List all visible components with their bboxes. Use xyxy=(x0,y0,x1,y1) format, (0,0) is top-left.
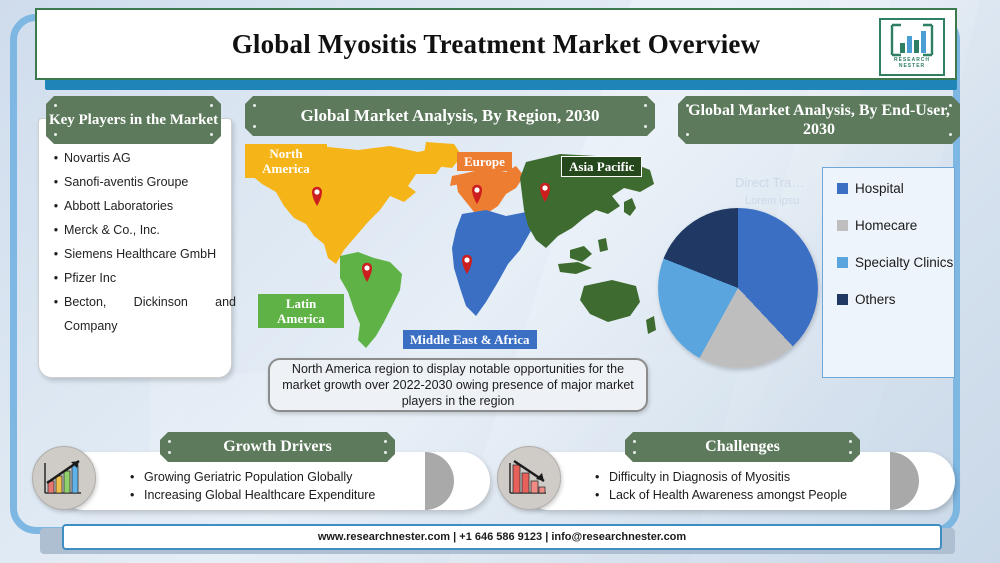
list-item: • Sanofi-aventis Groupe xyxy=(48,170,236,194)
region-asia-pacific-indonesia xyxy=(558,262,592,274)
region-asia-pacific-nz xyxy=(646,316,656,334)
bullet-icon: • xyxy=(53,223,59,237)
challenges-banner: Challenges xyxy=(625,432,860,462)
challenges-section: Challenges • Difficulty in Diagnosis of M… xyxy=(485,440,955,510)
challenges-banner-label: Challenges xyxy=(705,438,780,455)
bullet-icon: • xyxy=(53,199,59,213)
list-item: • Increasing Global Healthcare Expenditur… xyxy=(130,488,376,502)
legend-item: Homecare xyxy=(837,217,954,234)
footer-bar: www.researchnester.com | +1 646 586 9123… xyxy=(62,524,942,550)
bullet-icon: • xyxy=(130,488,135,502)
list-item: • Lack of Health Awareness amongst People xyxy=(595,488,848,502)
legend-item: Others xyxy=(837,291,954,308)
challenges-list: • Difficulty in Diagnosis of Myositis • La… xyxy=(595,468,915,504)
bullet-icon: • xyxy=(53,175,59,189)
bullet-icon: • xyxy=(595,488,600,502)
legend-label: Others xyxy=(855,292,896,307)
key-players-panel xyxy=(38,118,232,378)
region-europe-uk xyxy=(450,174,462,186)
end-user-banner-label: Global Market Analysis, By End-User, 203… xyxy=(688,102,950,138)
footer-contact-text: www.researchnester.com | +1 646 586 9123… xyxy=(317,531,687,543)
logo-icon xyxy=(890,23,934,57)
region-middle-east-africa xyxy=(452,210,536,316)
background-watermark-text: Direct Tra… xyxy=(735,175,805,190)
list-item: • Becton, Dickinson and Company xyxy=(48,290,236,338)
list-item: • Siemens Healthcare GmbH xyxy=(48,242,236,266)
region-label-asia-pacific: Asia Pacific xyxy=(561,156,643,177)
region-asia-pacific xyxy=(520,154,654,248)
region-north-america-greenland xyxy=(424,142,462,168)
title-shadow-bar xyxy=(45,78,957,90)
map-callout: North America region to display notable … xyxy=(268,358,648,412)
legend-swatch-specialty-clinics xyxy=(837,257,848,268)
research-nester-logo: RESEARCH NESTER xyxy=(879,18,945,76)
pie-legend: Hospital Homecare Specialty Clinics Othe… xyxy=(822,167,955,378)
background-watermark-text: Lorem ipsu xyxy=(745,195,800,207)
map-pin-asia-pacific xyxy=(540,182,550,202)
legend-label: Hospital xyxy=(855,181,904,196)
list-item: • Difficulty in Diagnosis of Myositis xyxy=(595,470,791,484)
region-asia-pacific-sea xyxy=(570,246,592,262)
bullet-icon: • xyxy=(53,271,59,285)
legend-swatch-hospital xyxy=(837,183,848,194)
list-item: • Growing Geriatric Population Globally xyxy=(130,470,353,484)
region-asia-pacific-philippines xyxy=(598,238,608,252)
map-pin-latin-america xyxy=(362,262,372,282)
descending-bar-chart-icon xyxy=(497,446,561,510)
logo-caption-line2: NESTER xyxy=(898,63,926,69)
logo-caption-line1: RESEARCH xyxy=(893,57,931,63)
bullet-icon: • xyxy=(595,470,600,484)
list-item: • Abbott Laboratories xyxy=(48,194,236,218)
bullet-icon: • xyxy=(130,470,135,484)
page-title-box: Global Myositis Treatment Market Overvie… xyxy=(35,8,957,80)
end-user-banner: Global Market Analysis, By End-User, 203… xyxy=(678,96,960,144)
growth-drivers-banner-label: Growth Drivers xyxy=(223,438,332,455)
legend-label: Homecare xyxy=(855,218,918,233)
legend-swatch-homecare xyxy=(837,220,848,231)
key-players-banner: Key Players in the Market xyxy=(46,96,221,144)
growth-drivers-list: • Growing Geriatric Population Globally •… xyxy=(130,468,440,504)
page-title: Global Myositis Treatment Market Overvie… xyxy=(231,28,761,59)
map-banner: Global Market Analysis, By Region, 2030 xyxy=(245,96,655,136)
region-label-europe: Europe xyxy=(457,152,512,171)
bullet-icon: • xyxy=(53,247,59,261)
region-asia-pacific-japan xyxy=(624,198,636,216)
region-label-middle-east-africa: Middle East & Africa xyxy=(403,330,537,349)
list-item: • Merck & Co., Inc. xyxy=(48,218,236,242)
region-label-north-america: North America xyxy=(245,144,327,178)
bullet-icon: • xyxy=(53,295,59,309)
legend-item: Specialty Clinics xyxy=(837,254,954,271)
map-pin-europe xyxy=(472,184,482,204)
region-label-latin-america: Latin America xyxy=(258,294,344,328)
world-map-svg xyxy=(248,142,656,348)
map-banner-label: Global Market Analysis, By Region, 2030 xyxy=(300,106,600,125)
growth-drivers-banner: Growth Drivers xyxy=(160,432,395,462)
world-map xyxy=(240,140,660,355)
legend-item: Hospital xyxy=(837,180,954,197)
region-europe xyxy=(456,166,524,214)
logo-bar-graphic xyxy=(889,23,935,57)
region-asia-pacific-australia xyxy=(580,280,640,322)
end-user-pie-chart xyxy=(658,208,818,368)
region-latin-america xyxy=(340,252,402,348)
key-players-banner-label: Key Players in the Market xyxy=(48,112,219,128)
legend-swatch-others xyxy=(837,294,848,305)
growth-drivers-section: Growth Drivers • Growing Geriatric Popula… xyxy=(20,440,490,510)
bullet-icon: • xyxy=(53,151,59,165)
list-item: • Pfizer Inc xyxy=(48,266,236,290)
map-pin-north-america xyxy=(312,186,322,206)
key-players-list: • Novartis AG • Sanofi-aventis Groupe • Abb… xyxy=(48,146,236,338)
map-pin-middle-east-africa xyxy=(462,254,472,274)
list-item: • Novartis AG xyxy=(48,146,236,170)
legend-label: Specialty Clinics xyxy=(855,255,954,270)
ascending-bar-chart-icon xyxy=(32,446,96,510)
